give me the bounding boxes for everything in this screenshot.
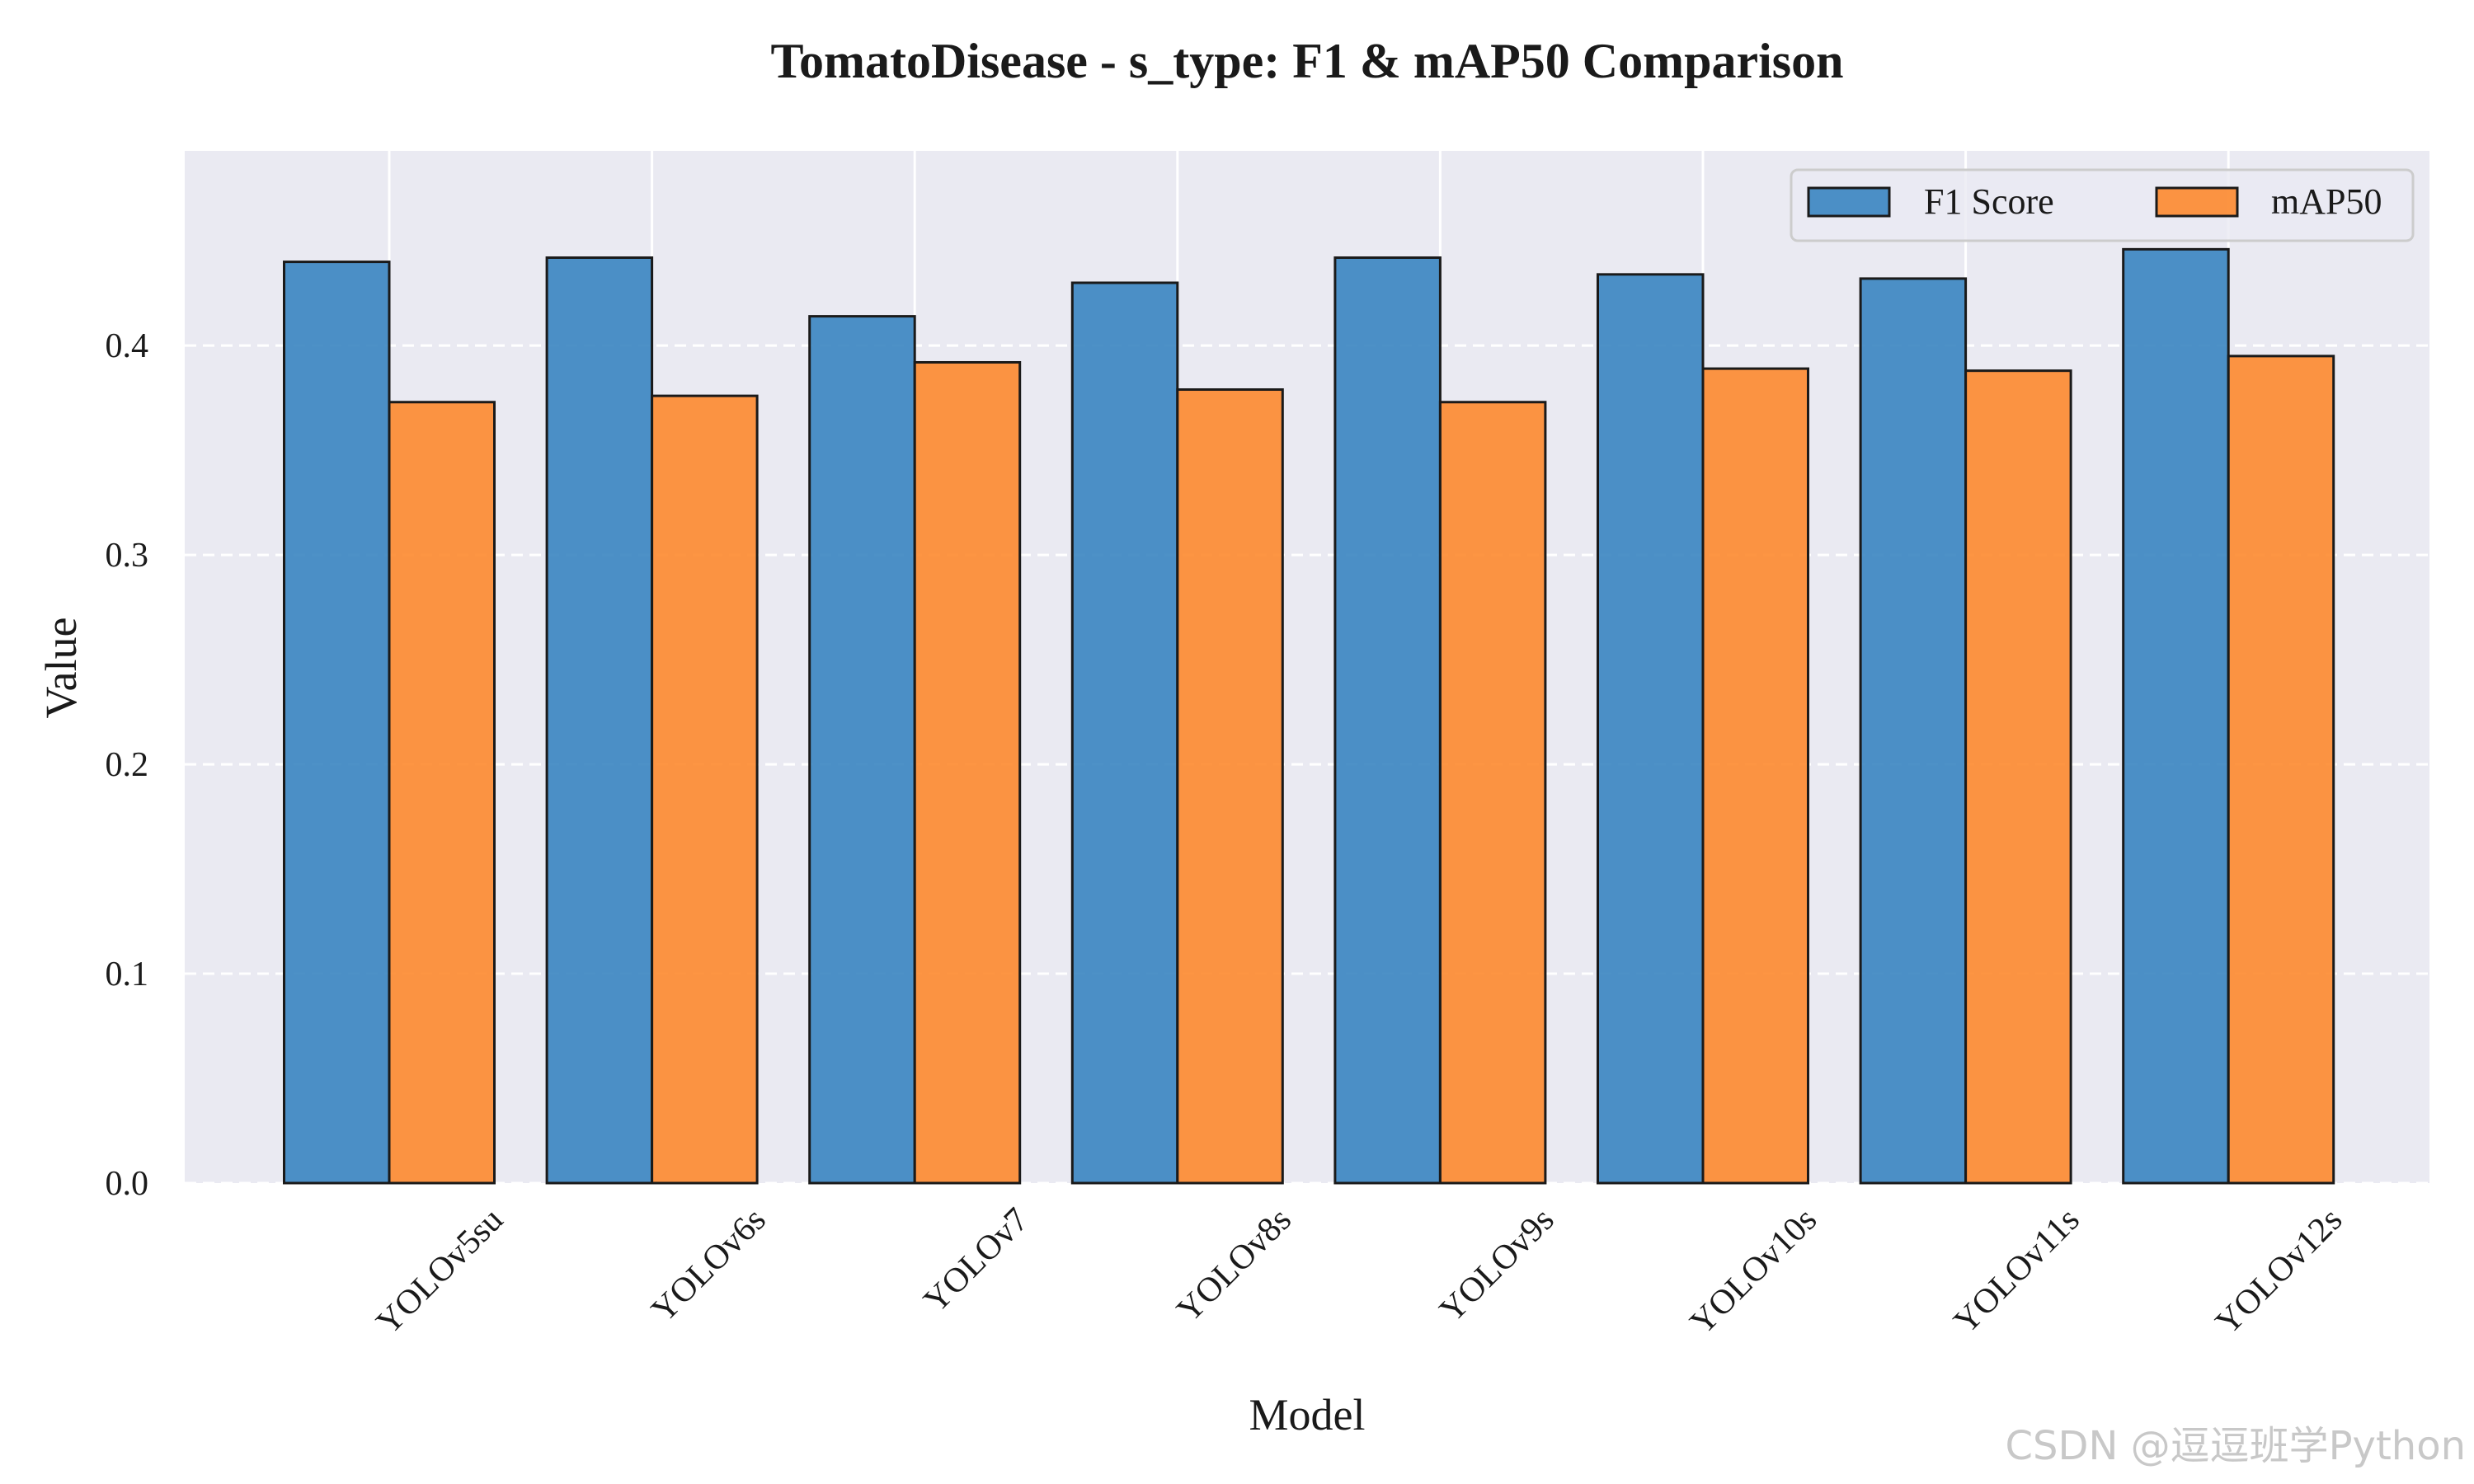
- x-tick-label: YOLOv10s: [1683, 1201, 1824, 1342]
- bar-f1-score-yolov5su: [283, 261, 391, 1185]
- bar-f1-score-yolov6s: [545, 256, 654, 1185]
- watermark: CSDN @逗逗班学Python: [2006, 1423, 2467, 1469]
- x-axis-label: Model: [1249, 1390, 1366, 1439]
- bar-map50-yolov6s: [651, 394, 759, 1185]
- y-tick-label: 0.1: [106, 956, 149, 993]
- x-tick-label: YOLOv5su: [369, 1201, 510, 1342]
- legend-frame: [1790, 168, 2415, 242]
- bar-map50-yolov12s: [2227, 355, 2335, 1185]
- y-tick-label: 0.0: [106, 1165, 149, 1203]
- bar-f1-score-yolov8s: [1070, 281, 1179, 1185]
- bar-f1-score-yolov9s: [1333, 256, 1442, 1185]
- plot-area: [185, 151, 2429, 1183]
- x-tick-label: YOLOv8s: [1170, 1201, 1299, 1330]
- chart-title: TomatoDisease - s_type: F1 & mAP50 Compa…: [770, 34, 1843, 88]
- x-tick-label: YOLOv11s: [1947, 1201, 2087, 1341]
- bar-map50-yolov9s: [1438, 401, 1547, 1185]
- y-axis-label: Value: [36, 618, 86, 719]
- bar-f1-score-yolov10s: [1597, 273, 1705, 1185]
- bar-f1-score-yolov12s: [2122, 247, 2230, 1185]
- x-axis-ticks: YOLOv5su YOLOv6s YOLOv7 YOLOv8s YOLOv9s YOLOv…: [369, 1201, 2349, 1342]
- legend-swatch-f1-score: [1807, 186, 1891, 218]
- bars: [283, 247, 2335, 1185]
- y-tick-label: 0.3: [106, 537, 149, 575]
- bar-map50-yolov5su: [388, 401, 496, 1185]
- y-tick-label: 0.2: [106, 746, 149, 784]
- bar-map50-yolov10s: [1701, 367, 1809, 1185]
- x-tick-label: YOLOv9s: [1432, 1201, 1561, 1330]
- legend-label-f1-score: F1 Score: [1924, 181, 2054, 222]
- bar-f1-score-yolov7: [808, 315, 916, 1185]
- bar-f1-score-yolov11s: [1859, 277, 1968, 1185]
- bar-map50-yolov11s: [1964, 369, 2072, 1185]
- x-tick-label: YOLOv6s: [644, 1201, 773, 1330]
- x-tick-label: YOLOv7: [917, 1201, 1037, 1321]
- x-tick-label: YOLOv12s: [2208, 1201, 2349, 1342]
- legend: F1 Score mAP50: [1790, 168, 2415, 242]
- legend-swatch-map50: [2155, 186, 2239, 218]
- bar-map50-yolov8s: [1176, 388, 1284, 1185]
- y-tick-label: 0.4: [106, 327, 149, 365]
- y-axis-ticks: 0.0 0.1 0.2 0.3 0.4: [106, 327, 149, 1203]
- bar-map50-yolov7: [913, 360, 1022, 1185]
- legend-label-map50: mAP50: [2271, 181, 2382, 222]
